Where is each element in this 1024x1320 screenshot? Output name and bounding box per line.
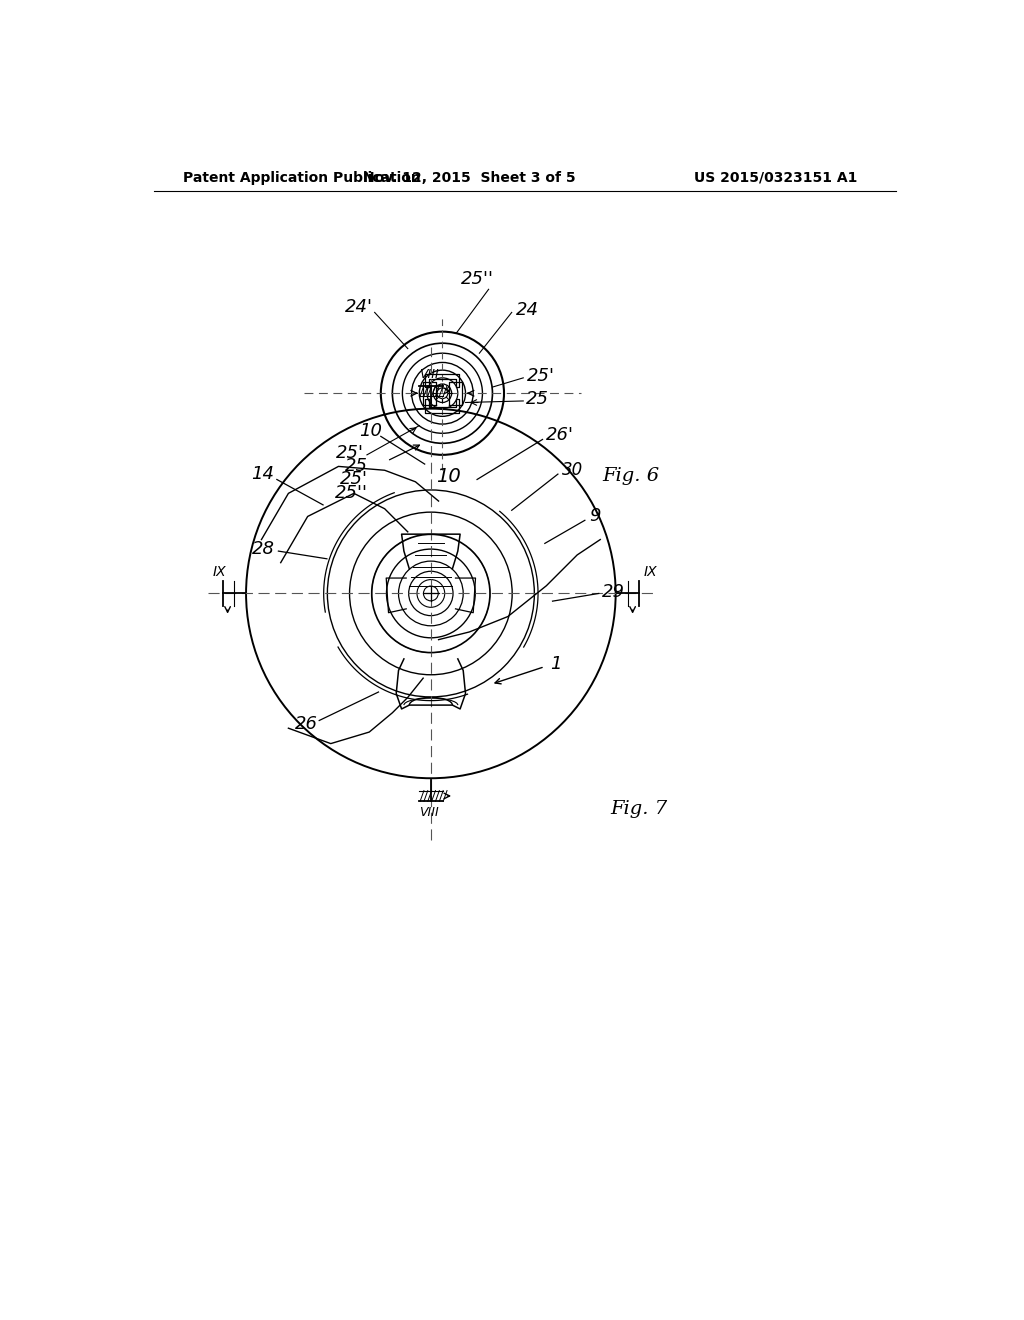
Text: Nov. 12, 2015  Sheet 3 of 5: Nov. 12, 2015 Sheet 3 of 5: [364, 170, 575, 185]
Text: Fig. 6: Fig. 6: [602, 467, 659, 486]
Text: 9: 9: [589, 507, 600, 525]
Text: 25: 25: [525, 391, 549, 408]
Text: IX: IX: [212, 565, 226, 579]
Text: 10: 10: [436, 467, 461, 486]
Text: 24: 24: [516, 301, 540, 319]
Text: 26': 26': [547, 426, 574, 444]
Text: IX: IX: [643, 565, 657, 579]
Text: 14: 14: [252, 465, 274, 483]
Text: 28: 28: [252, 540, 274, 558]
Text: 25': 25': [340, 470, 368, 488]
Text: 1: 1: [550, 655, 562, 673]
Text: 30: 30: [562, 461, 583, 479]
Text: 24': 24': [345, 298, 374, 315]
Text: 25: 25: [345, 458, 368, 475]
Text: US 2015/0323151 A1: US 2015/0323151 A1: [694, 170, 857, 185]
Text: Fig. 7: Fig. 7: [610, 800, 668, 818]
Text: 25'': 25'': [335, 484, 368, 503]
Text: VIII: VIII: [420, 805, 439, 818]
Text: 25'': 25'': [461, 271, 494, 288]
Text: 25': 25': [336, 445, 364, 462]
Text: Patent Application Publication: Patent Application Publication: [183, 170, 421, 185]
Text: 10: 10: [359, 422, 382, 440]
Text: 26: 26: [295, 715, 317, 734]
Text: 29: 29: [602, 583, 625, 601]
Text: VIII: VIII: [420, 368, 439, 381]
Text: 25': 25': [527, 367, 555, 385]
